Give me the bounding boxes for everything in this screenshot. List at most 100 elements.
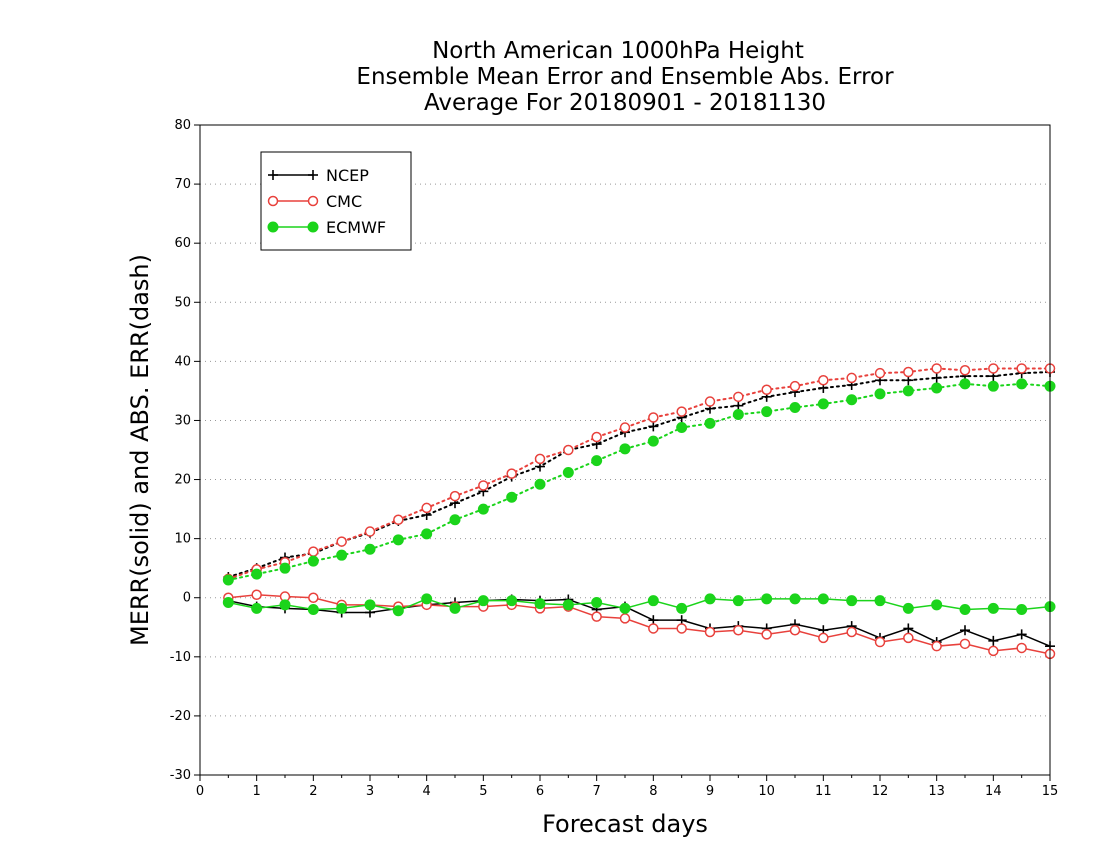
legend-ncep-marker-right (308, 170, 318, 180)
series-ecmwf-abs-err-point (336, 549, 348, 561)
x-tick-label: 1 (253, 784, 261, 799)
series-cmc-merr-point (846, 626, 857, 638)
series-cmc-merr-point (959, 638, 971, 650)
series-ecmwf-merr-point (902, 602, 914, 614)
series-cmc-abs-err-point (449, 490, 461, 502)
legend-cmc-label: CMC (326, 192, 362, 211)
legend-ecmwf-marker-right (307, 221, 319, 233)
series-cmc-merr-point (903, 632, 914, 644)
series-ecmwf-merr-point (676, 602, 688, 614)
series-ecmwf-merr-point (506, 595, 518, 607)
series-cmc-merr-point (704, 626, 716, 638)
x-tick-label: 9 (706, 784, 714, 799)
series-ecmwf-merr-point (1016, 604, 1028, 616)
y-tick-label: -20 (170, 709, 191, 724)
series-cmc-merr-point (591, 611, 602, 622)
series-ecmwf-abs-err-point (506, 491, 518, 503)
y-tick-label: -10 (170, 650, 191, 665)
series-ecmwf-merr-point (931, 599, 943, 611)
x-axis-label: Forecast days (542, 810, 708, 838)
series-ecmwf-abs-err-point (222, 574, 234, 586)
series-cmc-abs-err-point (988, 363, 999, 374)
series-ecmwf-abs-err-point (251, 568, 263, 580)
series-ecmwf-merr-point (619, 602, 631, 614)
series-ecmwf-merr-point (392, 605, 404, 617)
series-ecmwf-abs-err-point (562, 466, 574, 478)
series-cmc-abs-err-point (308, 546, 319, 557)
series-cmc-abs-err-point (364, 526, 376, 537)
series-ecmwf-merr-point (874, 595, 886, 607)
series-ecmwf-merr-point (222, 596, 234, 608)
series-ncep-abs-err-point (931, 372, 942, 383)
series-ecmwf-abs-err-point (1016, 378, 1028, 390)
series-ecmwf-abs-err-point (761, 406, 773, 418)
grid-lines (200, 183, 1050, 717)
series-cmc-merr-point (789, 624, 801, 636)
y-tick-label: 40 (174, 354, 191, 369)
series-cmc-abs-err-point (478, 480, 489, 491)
series-cmc-abs-err-point (761, 384, 772, 395)
series-ecmwf-merr-point (279, 599, 291, 611)
x-tick-label: 0 (196, 784, 204, 799)
legend-ncep-label: NCEP (326, 166, 369, 185)
y-tick-label: 80 (174, 118, 191, 133)
series-ecmwf-abs-err-point (902, 385, 914, 397)
series-layer (222, 363, 1056, 660)
series-ecmwf-merr-point (647, 595, 659, 607)
x-tick-label: 7 (593, 784, 601, 799)
legend-ecmwf-marker-left (267, 221, 279, 233)
series-ecmwf-abs-err-point (591, 455, 603, 467)
series-cmc-abs-err-point (563, 444, 574, 456)
series-ecmwf-abs-err-point (364, 543, 376, 555)
y-tick-label: 0 (183, 591, 191, 606)
series-ecmwf-abs-err-point (279, 562, 291, 574)
y-tick-label: 20 (174, 473, 191, 488)
series-ecmwf-merr-point (336, 602, 348, 614)
series-cmc-abs-err-point (931, 363, 942, 374)
series-cmc-merr-point (761, 629, 772, 640)
legend-cmc-marker-right (307, 195, 319, 207)
x-tick-label: 13 (928, 784, 945, 799)
series-ecmwf-abs-err-point (534, 478, 546, 490)
series-cmc-merr-point (308, 592, 319, 603)
y-tick-label: 30 (174, 413, 191, 428)
series-cmc-abs-err-point (846, 372, 857, 384)
series-ecmwf-merr-point (987, 602, 999, 614)
title-line-2: Ensemble Mean Error and Ensemble Abs. Er… (356, 64, 894, 90)
x-tick-label: 8 (649, 784, 657, 799)
series-cmc-abs-err-point (733, 391, 744, 403)
x-tick-label: 3 (366, 784, 374, 799)
series-ecmwf-abs-err-point (931, 382, 943, 394)
x-tick-label: 6 (536, 784, 544, 799)
series-cmc-merr-point (1016, 642, 1027, 654)
series-ecmwf-merr-point (562, 599, 574, 611)
y-tick-label: 50 (174, 295, 191, 310)
series-ncep-abs-err-point (733, 400, 744, 411)
x-tick-label: 11 (815, 784, 832, 799)
series-ecmwf-abs-err-point (392, 534, 404, 546)
series-ecmwf-abs-err-point (449, 514, 461, 526)
series-cmc-abs-err-point (903, 366, 914, 378)
y-tick-label: -30 (170, 768, 191, 783)
series-ncep-merr-point (1016, 629, 1027, 640)
series-cmc-abs-err-point (789, 380, 801, 392)
title-line-1: North American 1000hPa Height (432, 38, 804, 64)
legend-cmc-marker-left (267, 195, 279, 207)
series-ncep-merr-point (903, 623, 914, 634)
y-tick-label: 10 (174, 532, 191, 547)
series-ecmwf-abs-err-point (987, 380, 999, 392)
legend: NCEP CMC ECMWF (260, 151, 412, 251)
series-cmc-abs-err-line (227, 367, 1051, 580)
chart-title: North American 1000hPa Height Ensemble M… (356, 38, 894, 116)
series-cmc-abs-err-point (648, 412, 659, 423)
series-cmc-abs-err-point (818, 375, 829, 386)
series-ecmwf-merr-point (789, 593, 801, 605)
series-ecmwf-abs-err-line (227, 382, 1051, 581)
x-tick-label: 5 (479, 784, 487, 799)
series-cmc-merr-line (228, 594, 1051, 655)
series-ecmwf-abs-err-point (732, 409, 744, 421)
series-ecmwf-abs-err-point (477, 503, 489, 515)
series-ecmwf-merr-point (704, 593, 716, 605)
series-ecmwf-merr-point (449, 602, 461, 614)
